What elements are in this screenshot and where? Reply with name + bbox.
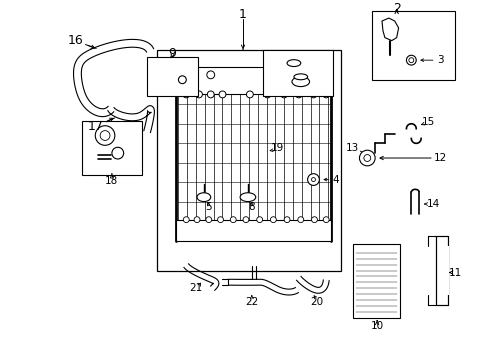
Bar — [352, 244, 399, 318]
Circle shape — [205, 217, 211, 222]
Circle shape — [311, 177, 315, 181]
Circle shape — [311, 217, 317, 222]
Bar — [439, 246, 448, 295]
Circle shape — [194, 217, 200, 222]
Circle shape — [206, 71, 214, 79]
Circle shape — [256, 217, 262, 222]
Circle shape — [307, 174, 319, 185]
Text: 6: 6 — [267, 62, 274, 72]
Text: 18: 18 — [105, 176, 118, 185]
Circle shape — [295, 91, 302, 98]
Bar — [176, 220, 330, 241]
Circle shape — [100, 131, 110, 140]
Text: 12: 12 — [433, 153, 447, 163]
Ellipse shape — [286, 60, 300, 67]
Circle shape — [280, 91, 287, 98]
Text: 21: 21 — [189, 283, 202, 293]
Circle shape — [406, 55, 415, 65]
Circle shape — [264, 91, 270, 98]
Bar — [176, 67, 330, 94]
Circle shape — [323, 217, 328, 222]
Text: 8: 8 — [248, 202, 255, 212]
Circle shape — [246, 91, 253, 98]
Text: 20: 20 — [309, 297, 322, 307]
Text: 1: 1 — [239, 8, 246, 21]
Bar — [262, 50, 332, 96]
Text: 7: 7 — [322, 62, 329, 72]
Circle shape — [219, 91, 225, 98]
Bar — [435, 236, 447, 305]
Circle shape — [408, 58, 413, 63]
Polygon shape — [381, 18, 398, 41]
Circle shape — [309, 91, 316, 98]
Ellipse shape — [293, 74, 307, 80]
Text: 22: 22 — [244, 297, 258, 307]
Text: 2: 2 — [392, 2, 400, 15]
Circle shape — [207, 91, 214, 98]
Circle shape — [178, 76, 186, 84]
Bar — [147, 57, 198, 96]
Ellipse shape — [240, 193, 255, 202]
Bar — [371, 11, 454, 80]
Ellipse shape — [197, 193, 210, 202]
Bar — [157, 50, 340, 271]
Text: 13: 13 — [346, 143, 359, 153]
Circle shape — [95, 126, 115, 145]
Bar — [81, 121, 142, 175]
Text: 5: 5 — [205, 202, 212, 212]
Circle shape — [309, 71, 317, 79]
Text: 10: 10 — [370, 321, 383, 331]
Circle shape — [183, 217, 189, 222]
Ellipse shape — [291, 77, 309, 87]
Circle shape — [359, 150, 374, 166]
Circle shape — [280, 71, 287, 79]
Text: 3: 3 — [436, 55, 443, 65]
Circle shape — [195, 91, 202, 98]
Circle shape — [217, 217, 223, 222]
Circle shape — [363, 154, 370, 161]
Circle shape — [243, 217, 248, 222]
Circle shape — [182, 71, 190, 79]
Text: 9: 9 — [168, 47, 176, 60]
Circle shape — [297, 217, 303, 222]
Text: 14: 14 — [427, 199, 440, 209]
Circle shape — [284, 217, 289, 222]
Circle shape — [230, 217, 236, 222]
Circle shape — [270, 217, 276, 222]
Text: 19: 19 — [270, 143, 284, 153]
Circle shape — [112, 147, 123, 159]
Text: 15: 15 — [421, 117, 434, 127]
Circle shape — [322, 91, 329, 98]
Text: 4: 4 — [332, 175, 339, 185]
Circle shape — [183, 91, 189, 98]
Text: 11: 11 — [448, 267, 461, 278]
Text: 17: 17 — [87, 120, 103, 133]
Text: 16: 16 — [68, 34, 83, 47]
